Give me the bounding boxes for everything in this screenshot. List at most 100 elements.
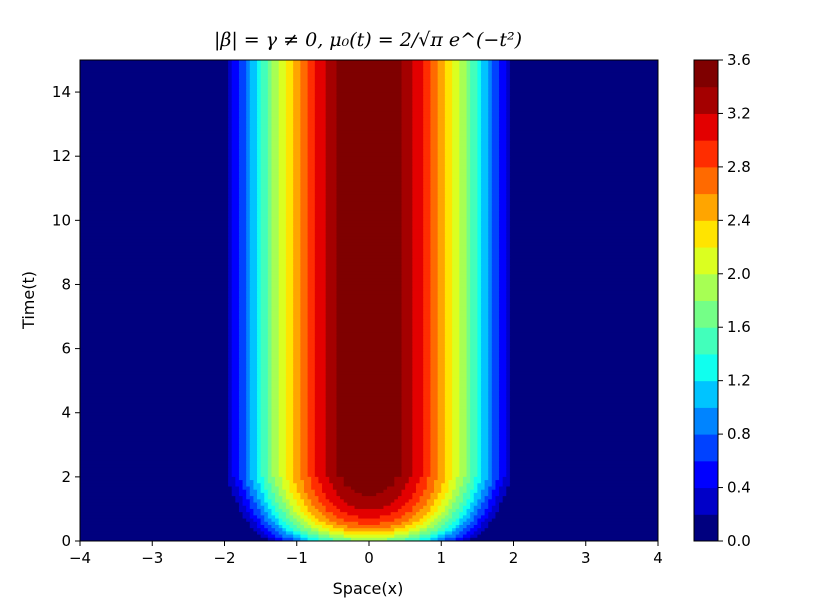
contour-cell: [412, 185, 424, 189]
contour-cell: [80, 409, 229, 414]
contour-cell: [80, 72, 229, 77]
contour-cell: [509, 104, 658, 109]
contour-cell: [307, 431, 316, 436]
contour-cell: [267, 492, 276, 497]
contour-cell: [437, 515, 446, 520]
contour-cell: [423, 412, 432, 417]
contour-cell: [300, 104, 309, 109]
contour-cell: [459, 409, 468, 414]
contour-cell: [430, 319, 439, 324]
contour-cell: [412, 143, 424, 148]
contour-cell: [267, 136, 273, 141]
contour-cell: [466, 60, 471, 64]
contour-cell: [401, 162, 413, 167]
contour-cell: [491, 262, 500, 266]
contour-cell: [459, 185, 468, 189]
contour-cell: [80, 425, 229, 430]
contour-cell: [231, 207, 240, 212]
contour-cell: [271, 451, 280, 456]
contour-cell: [466, 136, 471, 141]
contour-cell: [452, 92, 460, 96]
contour-cell: [495, 515, 658, 520]
contour-cell: [267, 393, 273, 398]
contour-cell: [231, 220, 240, 225]
contour-cell: [491, 505, 500, 510]
contour-cell: [325, 358, 338, 363]
contour-cell: [477, 419, 482, 423]
contour-cell: [488, 185, 493, 189]
contour-cell: [267, 162, 273, 167]
contour-cell: [278, 210, 287, 215]
contour-cell: [307, 492, 316, 497]
contour-cell: [285, 393, 294, 398]
contour-cell: [491, 483, 497, 488]
contour-cell: [452, 178, 460, 183]
contour-cell: [491, 467, 500, 472]
contour-cell: [480, 85, 489, 90]
contour-cell: [228, 226, 233, 231]
contour-cell: [260, 361, 269, 366]
contour-cell: [260, 473, 269, 478]
contour-cell: [267, 451, 273, 456]
contour-cell: [412, 460, 424, 465]
contour-cell: [231, 355, 240, 359]
contour-cell: [488, 361, 493, 366]
contour-cell: [499, 448, 507, 452]
contour-cell: [325, 281, 338, 286]
contour-cell: [480, 444, 489, 449]
contour-cell: [80, 76, 229, 80]
contour-cell: [285, 233, 294, 237]
contour-cell: [293, 422, 301, 427]
contour-cell: [506, 303, 511, 308]
contour-cell: [325, 415, 338, 420]
contour-cell: [452, 492, 460, 497]
contour-cell: [300, 355, 309, 359]
contour-cell: [412, 406, 424, 411]
contour-cell: [293, 322, 301, 327]
contour-cell: [452, 220, 460, 225]
contour-cell: [314, 271, 327, 276]
contour-cell: [499, 217, 507, 221]
contour-cell: [491, 409, 500, 414]
contour-cell: [325, 204, 338, 209]
contour-cell: [423, 278, 432, 282]
contour-cell: [499, 201, 507, 205]
contour-cell: [488, 274, 493, 279]
contour-cell: [423, 441, 432, 446]
contour-cell: [249, 194, 258, 199]
contour-cell: [307, 252, 316, 257]
contour-cell: [491, 252, 500, 257]
contour-cell: [488, 95, 493, 100]
contour-cell: [499, 406, 507, 411]
contour-cell: [336, 281, 403, 286]
contour-cell: [430, 172, 439, 177]
contour-cell: [231, 428, 240, 433]
contour-cell: [80, 162, 229, 167]
contour-cell: [80, 181, 229, 186]
contour-cell: [293, 415, 301, 420]
contour-cell: [466, 316, 471, 321]
contour-cell: [412, 146, 424, 151]
contour-cell: [325, 364, 338, 369]
contour-cell: [466, 76, 471, 80]
contour-cell: [488, 149, 493, 154]
contour-cell: [278, 515, 287, 520]
contour-cell: [488, 284, 493, 289]
contour-cell: [278, 297, 287, 302]
contour-cell: [444, 371, 453, 375]
contour-cell: [444, 127, 453, 132]
contour-cell: [499, 489, 507, 494]
contour-cell: [430, 265, 439, 270]
contour-cell: [480, 159, 489, 164]
contour-cell: [466, 361, 471, 366]
contour-cell: [499, 412, 507, 417]
contour-cell: [300, 367, 309, 372]
contour-cell: [80, 207, 229, 212]
contour-cell: [257, 281, 262, 286]
contour-cell: [314, 175, 327, 180]
contour-cell: [452, 85, 460, 90]
contour-cell: [491, 236, 500, 241]
contour-cell: [293, 496, 301, 500]
contour-cell: [307, 239, 316, 244]
contour-cell: [499, 258, 507, 263]
